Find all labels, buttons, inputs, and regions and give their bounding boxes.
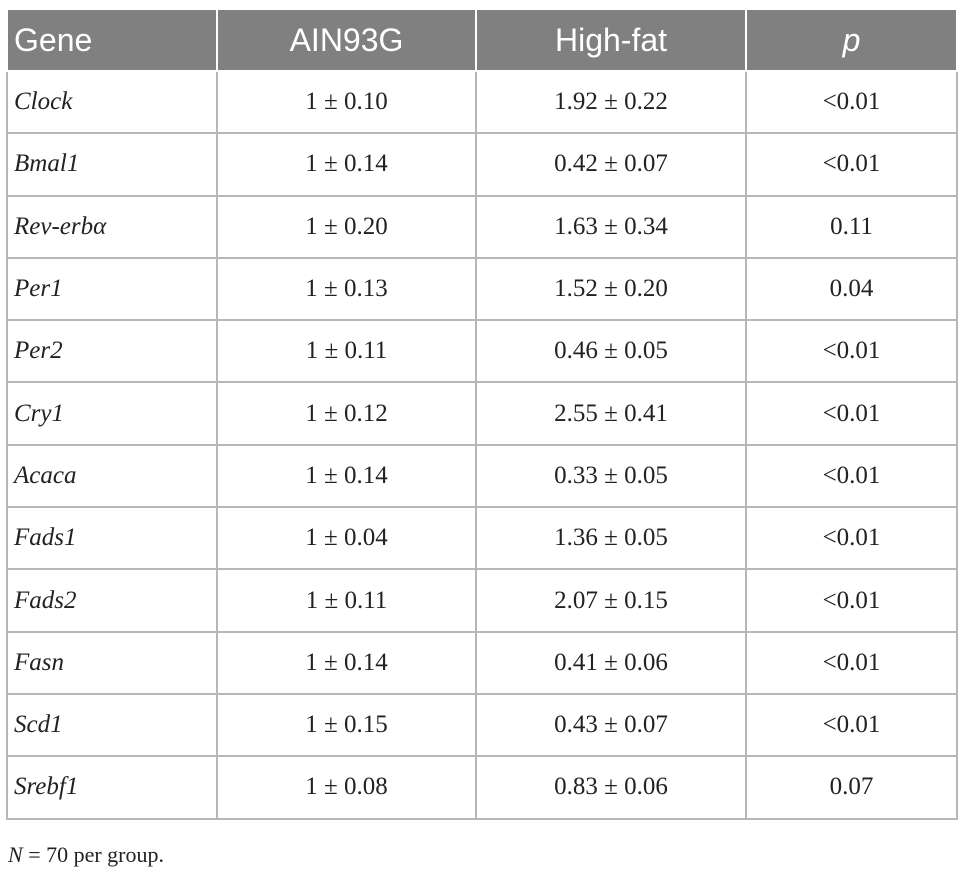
table-row: Clock 1 ± 0.10 1.92 ± 0.22 <0.01	[6, 69, 958, 135]
cell-high-fat: 0.42 ± 0.07	[475, 132, 747, 197]
cell-p-value: <0.01	[745, 69, 958, 135]
cell-ain93g: 1 ± 0.20	[216, 194, 477, 259]
cell-ain93g: 1 ± 0.10	[216, 69, 477, 135]
cell-ain93g: 1 ± 0.11	[216, 568, 477, 633]
cell-high-fat: 0.33 ± 0.05	[475, 443, 747, 509]
cell-p-value: <0.01	[745, 506, 958, 571]
table-row: Acaca 1 ± 0.14 0.33 ± 0.05 <0.01	[6, 443, 958, 509]
cell-ain93g: 1 ± 0.11	[216, 319, 477, 384]
table-row: Scd1 1 ± 0.15 0.43 ± 0.07 <0.01	[6, 692, 958, 758]
cell-p-value: <0.01	[745, 692, 958, 758]
cell-ain93g: 1 ± 0.13	[216, 256, 477, 322]
cell-gene: Fads2	[6, 568, 218, 633]
footnote-n-symbol: N	[8, 842, 23, 867]
table-row: Cry1 1 ± 0.12 2.55 ± 0.41 <0.01	[6, 381, 958, 446]
table-body: Clock 1 ± 0.10 1.92 ± 0.22 <0.01 Bmal1 1 ± 0.…	[6, 69, 958, 820]
cell-high-fat: 0.83 ± 0.06	[475, 755, 747, 820]
gene-expression-table-container: Gene AIN93G High-fat p Clock 1 ± 0.10 1.92…	[6, 8, 958, 820]
cell-ain93g: 1 ± 0.15	[216, 692, 477, 758]
cell-ain93g: 1 ± 0.04	[216, 506, 477, 571]
cell-p-value: <0.01	[745, 132, 958, 197]
cell-high-fat: 2.07 ± 0.15	[475, 568, 747, 633]
cell-high-fat: 1.52 ± 0.20	[475, 256, 747, 322]
cell-gene: Per1	[6, 256, 218, 322]
cell-high-fat: 0.43 ± 0.07	[475, 692, 747, 758]
cell-ain93g: 1 ± 0.08	[216, 755, 477, 820]
cell-gene: Srebf1	[6, 755, 218, 820]
cell-gene: Fasn	[6, 630, 218, 695]
cell-high-fat: 1.36 ± 0.05	[475, 506, 747, 571]
header-p-value: p	[745, 8, 958, 72]
cell-p-value: 0.07	[745, 755, 958, 820]
table-footnote: N = 70 per group.	[8, 842, 164, 868]
table-row: Fasn 1 ± 0.14 0.41 ± 0.06 <0.01	[6, 630, 958, 695]
cell-gene: Bmal1	[6, 132, 218, 197]
table-row: Per1 1 ± 0.13 1.52 ± 0.20 0.04	[6, 256, 958, 322]
cell-high-fat: 0.46 ± 0.05	[475, 319, 747, 384]
header-ain93g: AIN93G	[216, 8, 477, 72]
table-row: Fads2 1 ± 0.11 2.07 ± 0.15 <0.01	[6, 568, 958, 633]
cell-ain93g: 1 ± 0.14	[216, 630, 477, 695]
cell-gene: Cry1	[6, 381, 218, 446]
cell-gene: Scd1	[6, 692, 218, 758]
cell-high-fat: 1.92 ± 0.22	[475, 69, 747, 135]
cell-p-value: 0.11	[745, 194, 958, 259]
cell-ain93g: 1 ± 0.12	[216, 381, 477, 446]
cell-p-value: <0.01	[745, 381, 958, 446]
header-high-fat: High-fat	[475, 8, 747, 72]
cell-high-fat: 1.63 ± 0.34	[475, 194, 747, 259]
table-row: Srebf1 1 ± 0.08 0.83 ± 0.06 0.07	[6, 755, 958, 820]
gene-expression-table: Gene AIN93G High-fat p Clock 1 ± 0.10 1.92…	[6, 8, 958, 820]
table-row: Bmal1 1 ± 0.14 0.42 ± 0.07 <0.01	[6, 132, 958, 197]
table-row: Per2 1 ± 0.11 0.46 ± 0.05 <0.01	[6, 319, 958, 384]
cell-gene: Per2	[6, 319, 218, 384]
header-gene: Gene	[6, 8, 218, 72]
cell-gene: Clock	[6, 69, 218, 135]
header-row: Gene AIN93G High-fat p	[6, 8, 958, 72]
cell-ain93g: 1 ± 0.14	[216, 443, 477, 509]
cell-gene: Rev-erbα	[6, 194, 218, 259]
footnote-text: = 70 per group.	[22, 842, 165, 867]
table-row: Fads1 1 ± 0.04 1.36 ± 0.05 <0.01	[6, 506, 958, 571]
cell-p-value: <0.01	[745, 630, 958, 695]
cell-high-fat: 2.55 ± 0.41	[475, 381, 747, 446]
cell-gene: Fads1	[6, 506, 218, 571]
cell-p-value: <0.01	[745, 443, 958, 509]
cell-gene: Acaca	[6, 443, 218, 509]
cell-p-value: <0.01	[745, 568, 958, 633]
table-row: Rev-erbα 1 ± 0.20 1.63 ± 0.34 0.11	[6, 194, 958, 259]
cell-p-value: <0.01	[745, 319, 958, 384]
cell-high-fat: 0.41 ± 0.06	[475, 630, 747, 695]
cell-ain93g: 1 ± 0.14	[216, 132, 477, 197]
cell-p-value: 0.04	[745, 256, 958, 322]
table-header: Gene AIN93G High-fat p	[6, 8, 958, 72]
